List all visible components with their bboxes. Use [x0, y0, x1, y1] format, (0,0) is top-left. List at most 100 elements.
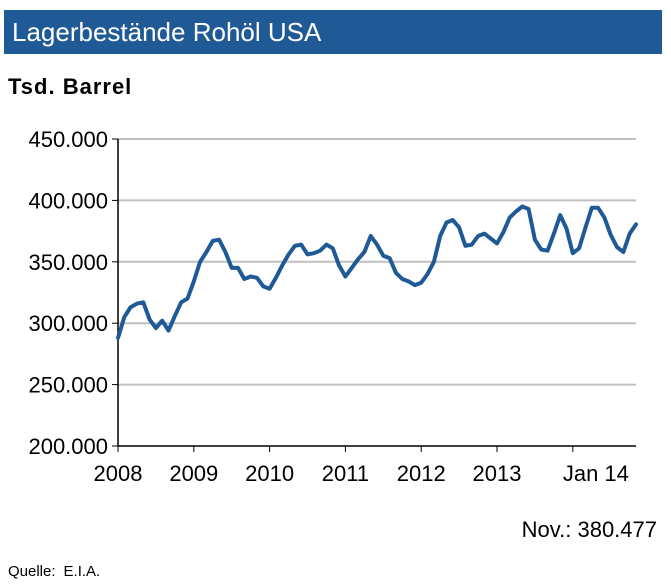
data-point	[375, 243, 379, 247]
data-point	[621, 250, 626, 254]
data-point	[249, 274, 253, 279]
data-point	[394, 271, 398, 275]
x-tick-label: 2013	[473, 461, 522, 486]
data-point	[508, 216, 512, 220]
data-point	[514, 209, 518, 214]
data-point	[350, 266, 354, 270]
data-point	[305, 252, 310, 256]
data-point	[122, 315, 126, 319]
data-point	[495, 241, 499, 245]
data-point	[179, 300, 183, 304]
source-note: Quelle: E.I.A.	[8, 563, 100, 580]
data-point	[444, 220, 449, 225]
y-tick-label: 200.000	[28, 434, 108, 459]
data-point	[261, 284, 265, 288]
data-point	[242, 277, 246, 281]
x-tick-label: 2008	[94, 461, 143, 486]
data-point	[419, 281, 423, 285]
data-point	[634, 222, 638, 226]
data-point	[463, 244, 467, 248]
data-point	[223, 250, 227, 254]
data-point	[407, 279, 411, 283]
y-tick-label: 350.000	[28, 250, 108, 275]
data-point	[501, 230, 505, 234]
x-tick-label: 2009	[169, 461, 218, 486]
data-point	[609, 233, 613, 237]
data-point	[451, 218, 455, 222]
data-point	[166, 329, 171, 333]
data-point	[331, 246, 335, 250]
y-tick-label: 400.000	[28, 188, 108, 213]
data-point	[356, 257, 360, 261]
data-point	[520, 204, 524, 209]
data-point	[432, 260, 436, 264]
data-point	[293, 244, 297, 248]
data-point	[160, 319, 164, 323]
data-point	[204, 250, 208, 254]
data-point	[590, 206, 594, 210]
chart-title: Lagerbestände Rohöl USA	[12, 17, 322, 47]
data-point	[362, 250, 366, 254]
source-label: Quelle:	[8, 563, 56, 580]
source-value: E.I.A.	[63, 563, 101, 580]
data-point	[343, 274, 347, 279]
data-point	[571, 251, 575, 255]
data-point	[470, 243, 474, 247]
data-point	[476, 234, 480, 238]
unit-label: Tsd. Barrel	[8, 74, 133, 99]
y-tick-label: 450.000	[28, 127, 108, 152]
x-tick-label: Jan 14	[563, 461, 629, 486]
data-point	[312, 251, 316, 255]
data-point	[558, 213, 562, 217]
data-point	[602, 216, 607, 220]
data-point	[116, 336, 120, 340]
data-point	[154, 326, 158, 330]
x-tick-label: 2011	[322, 461, 369, 486]
y-tick-label: 300.000	[28, 311, 108, 336]
data-point	[173, 314, 177, 318]
data-point	[413, 283, 417, 287]
data-point	[457, 225, 461, 229]
data-point	[596, 206, 600, 210]
y-tick-label: 250.000	[28, 373, 108, 398]
data-point	[324, 243, 329, 247]
data-point	[438, 234, 442, 238]
data-point	[236, 266, 240, 270]
data-point	[185, 297, 190, 301]
data-point	[198, 260, 202, 264]
data-point	[280, 263, 284, 268]
data-point	[287, 252, 291, 256]
data-point	[274, 276, 278, 280]
data-point	[489, 236, 493, 241]
data-point	[388, 256, 392, 260]
data-point	[141, 300, 145, 304]
data-point	[135, 302, 139, 306]
data-point	[129, 305, 133, 309]
data-point	[583, 225, 588, 229]
data-point	[299, 243, 303, 247]
data-point	[217, 238, 221, 242]
title-bar: Lagerbestände Rohöl USA	[4, 10, 662, 54]
data-point	[211, 239, 215, 243]
data-point	[230, 266, 234, 270]
data-point	[546, 249, 550, 253]
data-point	[482, 232, 486, 236]
x-tick-label: 2012	[397, 461, 446, 486]
data-point	[577, 246, 581, 250]
data-point	[628, 232, 632, 236]
data-point	[615, 245, 619, 249]
data-point	[255, 276, 259, 280]
x-tick-label: 2010	[245, 461, 294, 486]
data-point	[192, 279, 196, 283]
data-point	[369, 234, 373, 238]
data-point	[318, 249, 322, 253]
latest-value-note: Nov.: 380.477	[521, 517, 657, 542]
series-line	[116, 204, 638, 340]
data-point	[381, 254, 385, 258]
data-point	[268, 287, 272, 291]
data-point	[564, 227, 569, 231]
data-point	[425, 272, 430, 276]
data-point	[552, 232, 556, 236]
data-point	[148, 317, 152, 322]
